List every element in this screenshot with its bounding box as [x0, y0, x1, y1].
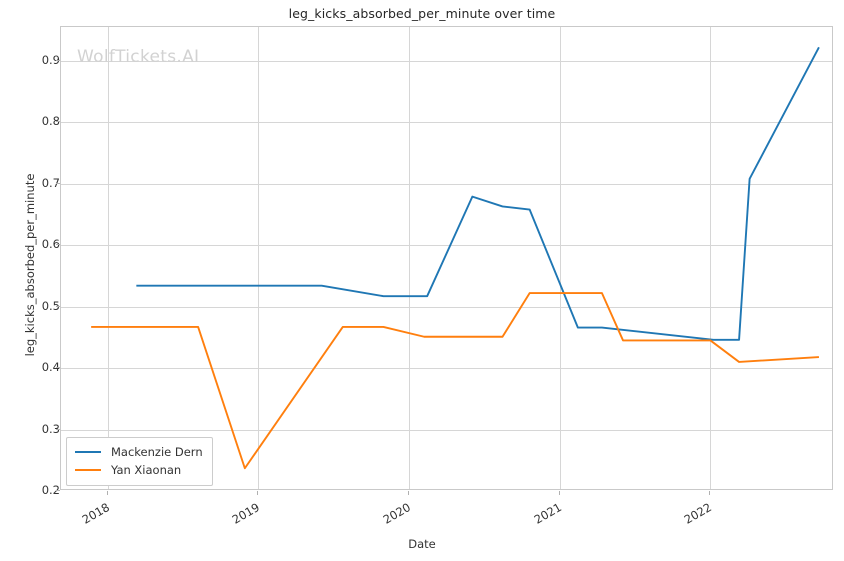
series-line	[136, 46, 820, 341]
x-axis-tick-mark	[106, 491, 108, 495]
y-axis-tick-label: 0.5	[41, 298, 60, 313]
x-axis-tick-label: 2020	[380, 500, 414, 527]
gridline-horizontal	[61, 368, 832, 370]
y-axis-tick-label: 0.2	[41, 483, 60, 497]
gridline-vertical	[710, 27, 712, 489]
x-axis-tick-label: 2021	[531, 500, 564, 527]
x-axis-ticks: 2018 2019 2020 2021 2022	[60, 491, 833, 531]
legend-item[interactable]: Mackenzie Dern	[75, 443, 203, 461]
y-axis-tick-mark	[56, 244, 60, 246]
y-axis-tick-label: 0.9	[41, 52, 60, 67]
y-axis-tick-mark	[56, 428, 60, 430]
y-axis-tick-mark	[56, 490, 60, 491]
gridline-vertical	[258, 27, 260, 489]
chart-title: leg_kicks_absorbed_per_minute over time	[288, 6, 556, 21]
gridline-horizontal	[61, 183, 832, 185]
plot-area: WolfTickets.AI	[60, 26, 833, 490]
legend-color-swatch	[75, 469, 101, 471]
y-axis-tick-label: 0.7	[41, 175, 60, 190]
gridline-horizontal	[61, 60, 832, 62]
x-axis-tick-label: 2018	[79, 500, 112, 527]
y-axis-tick-label: 0.6	[41, 237, 60, 252]
gridline-horizontal	[61, 122, 832, 124]
legend-label: Mackenzie Dern	[111, 445, 203, 459]
x-axis-tick-label: 2022	[682, 500, 715, 527]
x-axis-tick-mark	[257, 491, 259, 495]
y-axis-tick-mark	[56, 59, 60, 61]
x-axis-tick-label: 2019	[230, 500, 263, 527]
x-axis-label: Date	[408, 537, 436, 551]
y-axis-tick-mark	[56, 121, 60, 123]
y-axis-tick-mark	[56, 182, 60, 184]
gridline-horizontal	[61, 245, 832, 247]
y-axis-tick-label: 0.8	[41, 114, 60, 129]
x-axis-tick-mark	[709, 491, 711, 495]
legend-color-swatch	[75, 451, 101, 453]
gridline-vertical	[107, 27, 109, 489]
gridline-vertical	[409, 27, 411, 489]
gridline-horizontal	[61, 306, 832, 308]
y-axis-tick-label: 0.4	[41, 360, 60, 375]
y-axis-tick-mark	[56, 305, 60, 307]
legend-item[interactable]: Yan Xiaonan	[75, 461, 203, 479]
gridline-horizontal	[61, 429, 832, 431]
series-line	[91, 292, 819, 470]
series-lines	[91, 46, 820, 470]
x-axis-tick-mark	[558, 491, 560, 495]
chart-legend[interactable]: Mackenzie Dern Yan Xiaonan	[66, 437, 213, 486]
gridline-vertical	[559, 27, 561, 489]
y-axis-tick-mark	[56, 367, 60, 369]
y-axis-tick-label: 0.3	[41, 421, 60, 436]
y-axis-ticks: 0.2 0.3 0.4 0.5 0.6 0.7 0.8 0.9	[0, 26, 60, 497]
x-axis-tick-mark	[408, 491, 410, 495]
legend-label: Yan Xiaonan	[111, 463, 182, 477]
